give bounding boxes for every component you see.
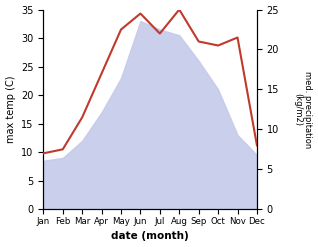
Y-axis label: med. precipitation
(kg/m2): med. precipitation (kg/m2) [293, 71, 313, 148]
Y-axis label: max temp (C): max temp (C) [5, 76, 16, 143]
X-axis label: date (month): date (month) [111, 231, 189, 242]
